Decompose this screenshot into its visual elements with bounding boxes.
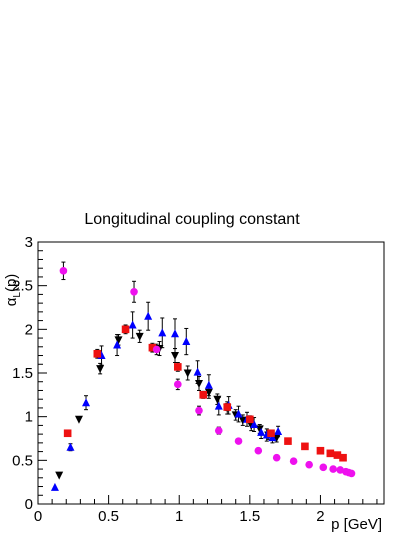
data-point-triangle-down [55,471,64,480]
data-point-square [339,453,347,462]
data-point-triangle-down [213,395,222,404]
y-axis-label: αL(p) [3,274,23,307]
data-point-circle [214,426,223,435]
data-point-triangle-down [74,415,83,424]
x-tick-label: 1 [175,508,183,525]
data-point-circle [289,457,298,466]
data-point-square [223,403,232,411]
y-tick-label: 3 [25,234,33,251]
data-point-circle [272,453,281,462]
y-axis-tick-labels: 0 0.5 1 1.5 2 2.5 3 [12,234,33,513]
data-point-square [246,415,254,424]
data-point-square [301,442,309,451]
data-point-triangle-up [66,442,75,451]
data-point-triangle-up [170,329,179,338]
data-point-triangle-down [96,365,105,374]
data-point-circle [59,267,68,275]
x-tick-label: 1.5 [239,508,260,525]
data-point-square [93,349,102,358]
x-axis-label: p [GeV] [331,516,382,533]
data-point-square [316,446,325,455]
x-axis-tick-labels: 0 0.5 1 1.5 2 [34,508,325,525]
y-tick-label: 0.5 [12,452,33,469]
data-point-square [267,429,275,438]
y-axis-label-argument: (p) [3,274,20,292]
data-point-circle [130,287,138,296]
y-tick-label: 2 [25,321,33,338]
data-point-triangle-up [250,420,259,429]
data-point-triangle-down [170,352,179,361]
data-point-triangle-up [113,340,122,349]
data-point-circle [347,469,356,478]
data-point-triangle-up [182,337,191,346]
data-point-square [121,325,130,334]
data-point-triangle-down [194,379,203,388]
data-point-circle [195,406,203,415]
data-point-triangle-down [238,416,247,425]
y-tick-label: 2.5 [12,278,33,295]
data-point-triangle-down [135,332,144,341]
y-axis-label-symbol: α [3,297,20,306]
data-point-circle [174,380,182,389]
data-point-square [333,451,342,459]
data-point-circle [305,460,313,469]
chart-title: Longitudinal coupling constant [84,211,300,228]
data-point-square [284,437,292,445]
data-markers [50,267,356,491]
y-axis-label-subscript: L [12,292,23,298]
x-axis-ticks [37,495,378,504]
data-point-triangle-up [144,311,153,320]
data-point-triangle-up [274,427,283,436]
data-point-circle [152,345,161,354]
data-point-triangle-down [183,369,192,378]
x-tick-label: 0.5 [98,508,119,525]
y-tick-label: 1.5 [12,365,33,382]
data-point-square [174,363,182,371]
data-point-triangle-down [204,388,213,397]
y-tick-label: 0 [25,496,33,513]
data-point-triangle-up [128,320,137,329]
data-point-triangle-up [268,433,277,442]
data-point-triangle-up [257,427,266,436]
data-point-circle [319,463,328,472]
data-point-circle [234,437,243,445]
x-tick-label: 0 [34,508,42,525]
data-point-triangle-up [204,380,213,389]
data-point-triangle-up [193,367,202,376]
data-point-triangle-down [114,336,123,345]
data-point-triangle-up [82,398,91,407]
data-point-square [326,449,335,458]
y-axis-ticks [38,241,47,505]
data-point-square [148,343,157,352]
data-point-triangle-up [214,401,223,410]
data-point-circle [329,465,337,473]
data-point-square [199,391,208,399]
y-tick-label: 1 [25,409,33,426]
data-point-triangle-up [158,328,167,337]
data-point-square [63,429,72,438]
x-tick-label: 2 [316,508,324,525]
data-point-triangle-up [50,482,59,491]
data-point-circle [254,446,263,455]
data-point-triangle-up [234,409,243,418]
